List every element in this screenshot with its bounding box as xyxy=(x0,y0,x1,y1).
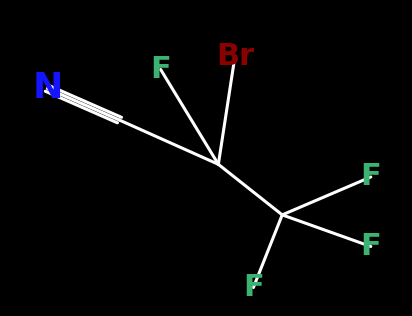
Text: N: N xyxy=(32,71,63,106)
Text: F: F xyxy=(150,55,171,84)
Text: F: F xyxy=(360,232,381,261)
Text: F: F xyxy=(360,162,381,191)
Text: F: F xyxy=(243,273,264,302)
Text: Br: Br xyxy=(216,42,254,71)
